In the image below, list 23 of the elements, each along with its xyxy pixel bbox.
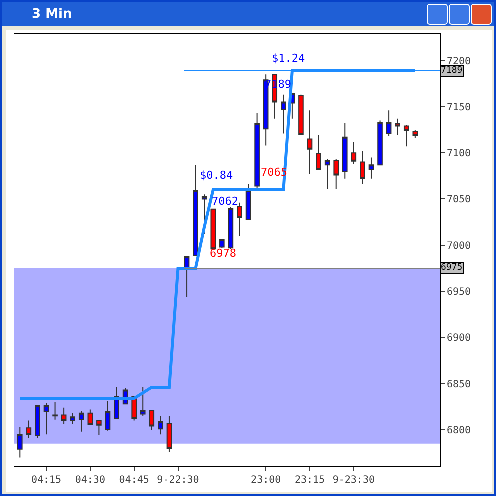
x-tick-label: 04:30 — [75, 475, 106, 486]
x-tick-label: 9-22:30 — [157, 475, 200, 486]
annotation: 6978 — [210, 247, 236, 260]
x-tick-label: 23:15 — [294, 475, 326, 486]
chart-title: 3 Min — [32, 6, 72, 22]
y-tick-label: 7200 — [447, 56, 472, 68]
x-tick-label: 23:00 — [251, 475, 282, 486]
ref-line-label: 7189 — [441, 66, 463, 76]
y-tick-label: 6950 — [447, 287, 472, 298]
x-tick-label: 04:45 — [119, 475, 150, 486]
y-tick-label: 7100 — [447, 148, 472, 160]
annotation: $1.24 — [272, 52, 306, 65]
ref-line-label: 6975 — [441, 263, 463, 273]
annotation: $0.84 — [200, 169, 234, 182]
y-tick-label: 7150 — [447, 102, 472, 114]
annotation: 7062 — [212, 195, 238, 208]
x-tick-label: 9-23:30 — [332, 475, 375, 486]
y-tick-label: 7000 — [447, 240, 472, 252]
y-tick-label: 6850 — [447, 379, 472, 390]
x-tick-label: 04:15 — [31, 475, 62, 486]
y-tick-label: 6900 — [447, 333, 472, 344]
y-tick-label: 7050 — [447, 194, 472, 206]
y-tick-label: 6800 — [447, 426, 472, 436]
